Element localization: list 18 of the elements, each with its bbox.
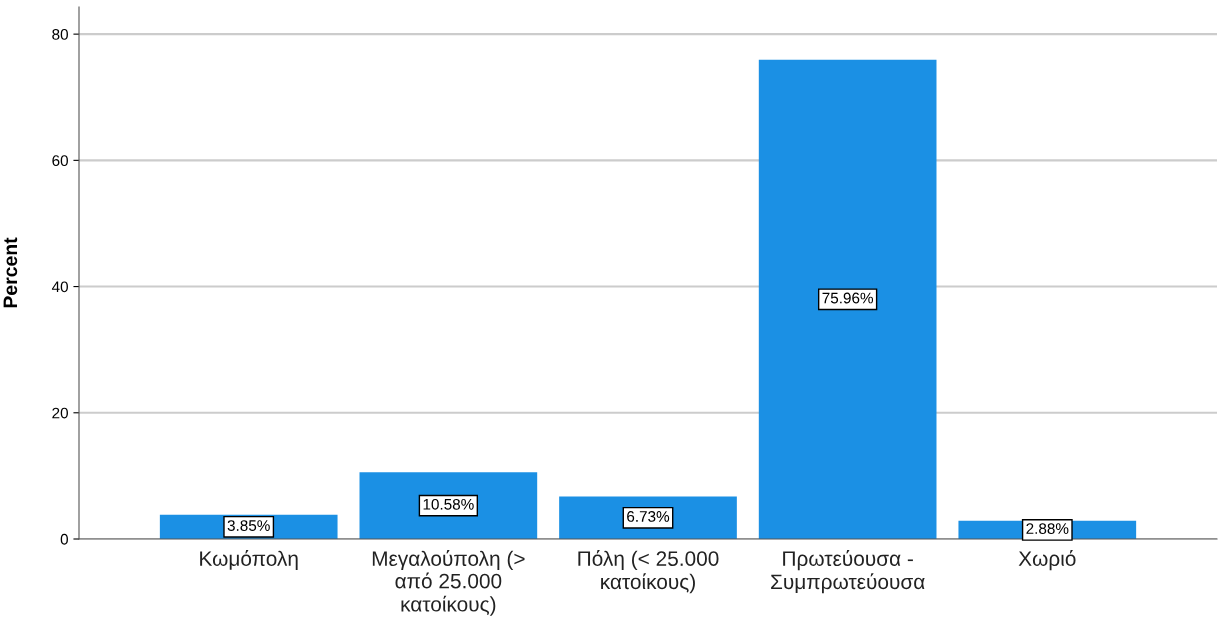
y-axis-title: Percent (3, 237, 18, 308)
data-label: 2.88% (1026, 523, 1069, 535)
bar (758, 59, 937, 539)
data-label: 75.96% (822, 292, 874, 304)
data-label: 3.85% (227, 520, 270, 531)
x-tick-label: Πρωτεύουσα - Συμπρωτεύουσα (771, 550, 925, 594)
y-tick-label: 60 (52, 155, 68, 167)
y-tick-label: 20 (52, 407, 68, 419)
y-tick-label: 0 (60, 533, 68, 545)
bar (359, 472, 538, 539)
data-label: 10.58% (423, 498, 474, 510)
x-tick-label: Κωμόπολη (200, 550, 298, 571)
x-tick-label: Μεγαλούπολη (> από 25.000 κατοίκους) (372, 550, 525, 616)
x-tick-label: Χωριό (1018, 550, 1076, 571)
y-tick-label: 40 (51, 281, 68, 293)
y-tick-label: 80 (52, 29, 68, 40)
data-label: 6.73% (627, 511, 670, 522)
x-tick-label: Πόλη (< 25.000 κατοίκους) (578, 550, 719, 594)
